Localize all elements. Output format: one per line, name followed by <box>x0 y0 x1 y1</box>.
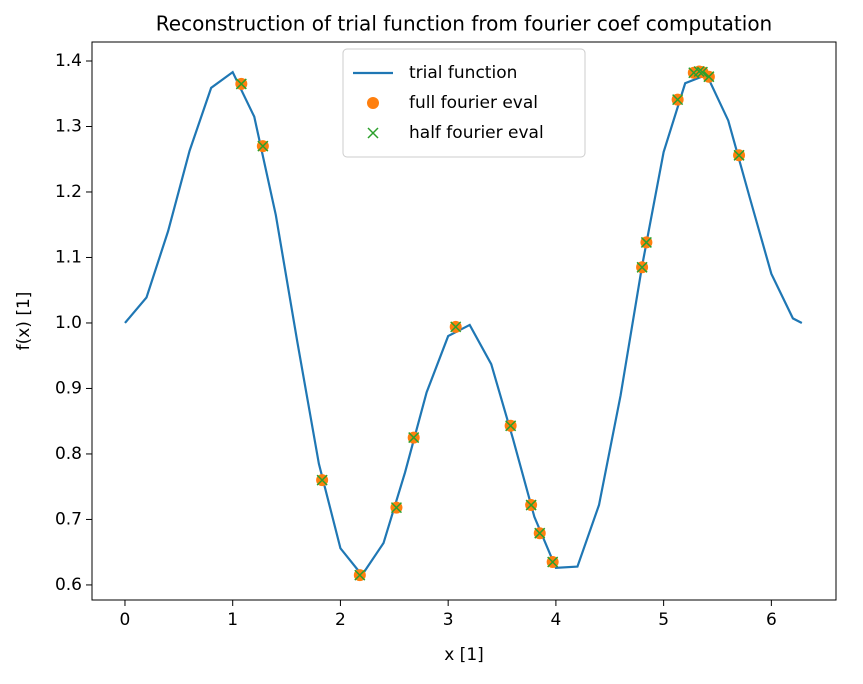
y-axis-label: f(x) [1] <box>14 292 34 351</box>
y-tick-label: 1.2 <box>55 182 82 202</box>
x-tick-label: 5 <box>658 610 669 630</box>
point <box>525 499 537 511</box>
point <box>693 65 705 78</box>
x-axis-label: x [1] <box>444 645 484 665</box>
x-tick-label: 4 <box>550 610 561 630</box>
legend-label: trial function <box>409 63 517 83</box>
y-tick-label: 1.0 <box>55 313 82 333</box>
y-tick-label: 0.6 <box>55 575 82 595</box>
legend-label: half fourier eval <box>409 123 544 143</box>
point <box>534 527 546 539</box>
y-tick-label: 0.7 <box>55 509 82 529</box>
x-tick-label: 0 <box>120 610 131 630</box>
point <box>257 140 269 152</box>
x-tick-label: 1 <box>227 610 238 630</box>
legend-label: full fourier eval <box>409 93 538 113</box>
y-tick-label: 1.3 <box>55 116 82 136</box>
legend: trial function full fourier eval half four… <box>342 48 586 158</box>
point <box>408 432 420 444</box>
legend-swatch <box>367 97 379 109</box>
point <box>235 78 247 90</box>
y-tick-label: 1.4 <box>55 51 82 71</box>
point <box>390 502 402 514</box>
point <box>703 71 715 83</box>
point <box>733 149 745 161</box>
plot-frame <box>91 41 837 601</box>
x-tick-label: 6 <box>766 610 777 630</box>
point <box>672 94 684 106</box>
point <box>640 236 652 248</box>
x-tick-label: 2 <box>335 610 346 630</box>
point <box>316 474 328 486</box>
point <box>696 66 708 78</box>
point <box>636 261 648 273</box>
point <box>450 321 462 333</box>
y-tick-label: 0.8 <box>55 444 82 464</box>
y-tick-label: 0.9 <box>55 378 82 398</box>
chart-title: Reconstruction of trial function from fo… <box>156 12 772 36</box>
x-tick-label: 3 <box>443 610 454 630</box>
legend-box <box>342 48 586 158</box>
point <box>505 420 517 432</box>
y-tick-label: 1.1 <box>55 247 82 267</box>
point <box>547 556 559 568</box>
legend-swatch <box>367 127 379 139</box>
point <box>354 569 366 581</box>
